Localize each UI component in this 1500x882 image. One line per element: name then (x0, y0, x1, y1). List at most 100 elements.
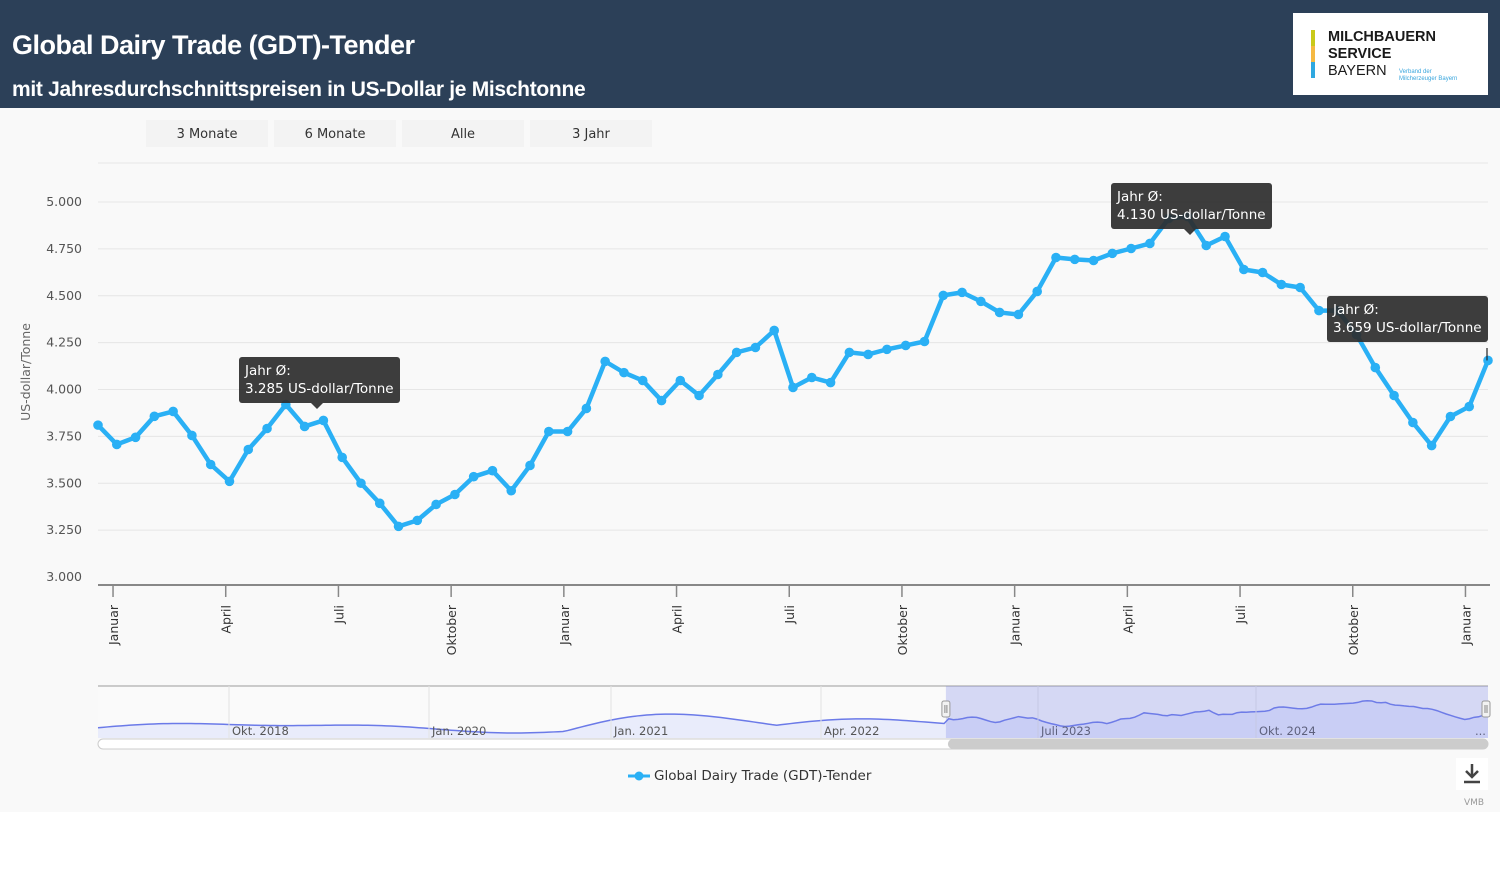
data-point[interactable] (1314, 305, 1324, 316)
data-point[interactable] (957, 287, 967, 298)
data-point[interactable] (262, 423, 272, 434)
navigator-label: Jan. 2020 (431, 724, 486, 738)
data-point[interactable] (1408, 417, 1418, 428)
navigator-area (98, 700, 1488, 738)
data-point[interactable] (487, 465, 498, 476)
data-point[interactable] (1069, 254, 1080, 265)
data-point[interactable] (356, 478, 366, 489)
y-tick-label: 3.250 (46, 522, 82, 537)
data-point[interactable] (637, 375, 648, 386)
x-tick-label: April (219, 605, 234, 634)
data-point[interactable] (93, 420, 103, 430)
navigator-selection[interactable] (945, 686, 1488, 738)
data-point[interactable] (750, 342, 761, 353)
range-button-alle[interactable]: Alle (402, 120, 524, 147)
data-point[interactable] (149, 411, 160, 422)
range-button-3-jahr[interactable]: 3 Jahr (530, 120, 652, 147)
tooltip-2-arrow (1184, 229, 1196, 235)
data-point[interactable] (619, 367, 629, 378)
data-point[interactable] (731, 347, 742, 358)
tooltip-2-value: 4.130 US-dollar/Tonne (1117, 207, 1266, 223)
data-point[interactable] (1145, 238, 1155, 249)
data-point[interactable] (1483, 355, 1493, 366)
data-point[interactable] (1051, 252, 1061, 263)
data-point[interactable] (976, 296, 986, 307)
scrollbar-thumb[interactable] (947, 739, 1488, 749)
data-point[interactable] (1032, 286, 1042, 297)
data-point[interactable] (1370, 362, 1381, 373)
data-point[interactable] (1107, 248, 1118, 259)
data-point[interactable] (994, 307, 1005, 318)
tooltip-1-value: 3.285 US-dollar/Tonne (245, 381, 394, 397)
data-point[interactable] (1088, 255, 1099, 266)
data-point[interactable] (900, 340, 911, 351)
data-point[interactable] (600, 356, 610, 367)
data-point[interactable] (111, 439, 122, 450)
data-point[interactable] (318, 415, 329, 426)
data-point[interactable] (450, 489, 460, 500)
data-point[interactable] (769, 325, 780, 336)
data-point[interactable] (1426, 440, 1437, 451)
data-point[interactable] (205, 459, 216, 470)
data-point[interactable] (1464, 401, 1475, 412)
navigator[interactable]: Okt. 2018 Jan. 2020 Jan. 2021 Apr. 2022 Juli… (97, 685, 1491, 750)
data-point[interactable] (694, 390, 704, 401)
legend-item[interactable]: Global Dairy Trade (GDT)-Tender (628, 768, 871, 784)
data-point[interactable] (431, 499, 441, 510)
data-point[interactable] (525, 460, 535, 471)
data-point[interactable] (374, 498, 385, 509)
navigator-label: Juli 2023 (1040, 724, 1091, 738)
data-point[interactable] (788, 382, 798, 393)
download-button[interactable] (1456, 758, 1488, 790)
data-point[interactable] (168, 406, 178, 417)
data-point[interactable] (844, 347, 855, 358)
download-icon (1456, 758, 1488, 790)
tooltip-1-arrow (311, 403, 323, 409)
data-point[interactable] (1239, 264, 1249, 275)
data-point[interactable] (187, 430, 197, 441)
x-tick-label: Januar (1008, 604, 1023, 646)
data-point[interactable] (863, 349, 873, 360)
data-point[interactable] (1013, 309, 1024, 320)
data-point[interactable] (393, 521, 404, 532)
data-point[interactable] (1295, 282, 1305, 293)
data-point[interactable] (468, 471, 479, 482)
navigator-handle-left[interactable] (941, 700, 951, 718)
data-point[interactable] (656, 395, 667, 406)
data-point[interactable] (299, 421, 310, 432)
data-point[interactable] (1220, 231, 1230, 242)
data-point[interactable] (1257, 267, 1268, 278)
data-point[interactable] (806, 372, 817, 383)
data-point[interactable] (1126, 243, 1136, 254)
navigator-label: ... (1475, 724, 1486, 738)
data-point[interactable] (224, 476, 235, 487)
range-button-3-monate[interactable]: 3 Monate (146, 120, 268, 147)
logo-bar-yellow (1311, 30, 1315, 46)
data-point[interactable] (412, 515, 423, 526)
logo-line-2: SERVICE (1328, 46, 1392, 62)
navigator-label: Okt. 2018 (232, 724, 289, 738)
x-tick-label: Januar (557, 604, 572, 646)
data-point[interactable] (1276, 279, 1287, 290)
data-point[interactable] (544, 426, 554, 437)
data-point[interactable] (506, 485, 517, 496)
data-point[interactable] (1389, 390, 1399, 401)
range-button-6-monate[interactable]: 6 Monate (274, 120, 396, 147)
data-point[interactable] (1201, 240, 1212, 251)
data-point[interactable] (713, 369, 723, 380)
data-point[interactable] (825, 377, 836, 388)
x-tick-label: April (1120, 605, 1135, 634)
data-point[interactable] (562, 426, 573, 437)
data-point[interactable] (581, 403, 592, 414)
data-point[interactable] (130, 432, 141, 443)
data-point[interactable] (938, 290, 949, 301)
data-point[interactable] (1445, 411, 1456, 422)
data-point[interactable] (243, 444, 254, 455)
data-point[interactable] (882, 344, 892, 355)
data-point[interactable] (919, 336, 930, 347)
data-point[interactable] (337, 452, 347, 463)
data-point[interactable] (675, 375, 686, 386)
tooltip-3-value: 3.659 US-dollar/Tonne (1333, 320, 1482, 336)
navigator-handle-right[interactable] (1481, 700, 1491, 718)
line-chart: 3.000 3.250 3.500 3.750 4.000 4.250 4.500 4.750… (18, 162, 1493, 750)
